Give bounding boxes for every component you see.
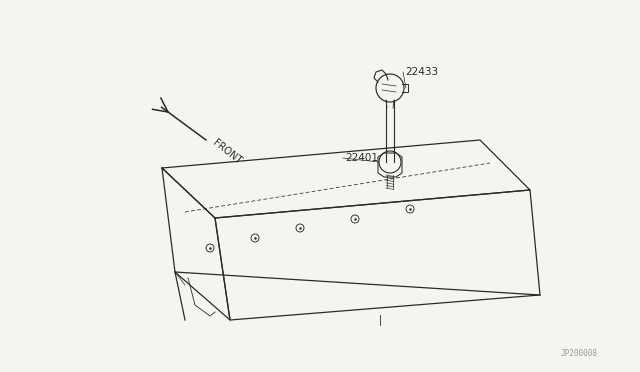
Text: FRONT: FRONT — [211, 138, 243, 166]
Text: 22433: 22433 — [405, 67, 438, 77]
Text: 22401: 22401 — [345, 153, 378, 163]
Text: JP200008: JP200008 — [561, 349, 598, 358]
